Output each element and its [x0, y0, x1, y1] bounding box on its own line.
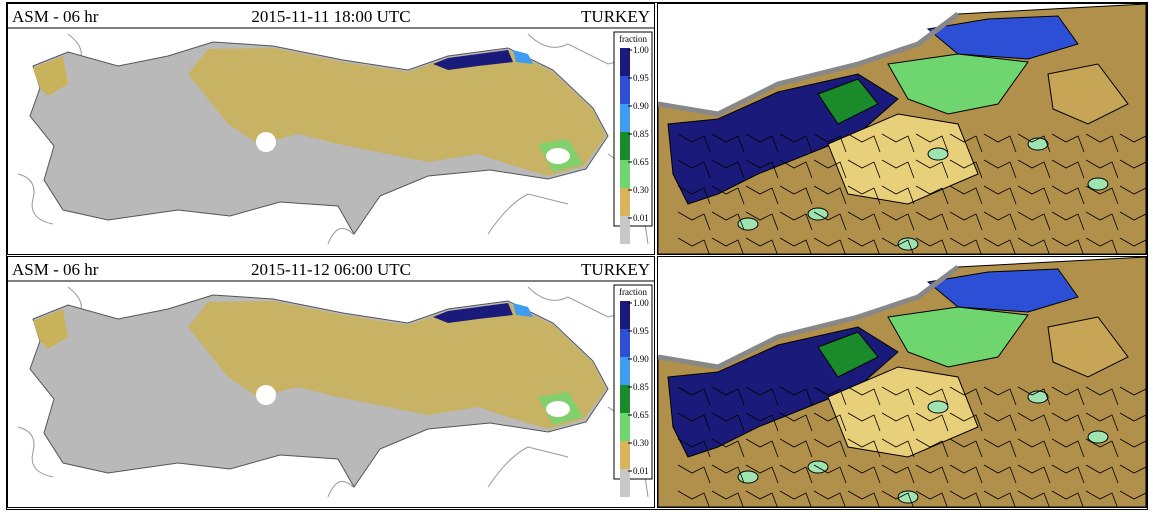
- colorbar-label: 0.85: [633, 382, 649, 392]
- region-label: TURKEY: [581, 7, 650, 26]
- green-patch: [928, 148, 948, 160]
- lake: [256, 132, 276, 152]
- colorbar-label: 0.95: [633, 73, 649, 83]
- colorbar-segment: [620, 357, 630, 385]
- colorbar-label: 0.90: [633, 354, 649, 364]
- colorbar-label: 1.00: [633, 298, 649, 308]
- colorbar-segment: [620, 160, 630, 188]
- zoom-cell: [657, 256, 1147, 508]
- colorbar-segment: [620, 301, 630, 329]
- wet-coast: [513, 303, 533, 317]
- green-patch: [1088, 178, 1108, 190]
- colorbar-segment: [620, 216, 630, 244]
- border-line: [488, 447, 568, 487]
- region-label: TURKEY: [581, 260, 650, 279]
- model-label: ASM - 06 hr: [12, 7, 99, 26]
- border-line: [328, 481, 353, 497]
- colorbar-label: 0.90: [633, 101, 649, 111]
- lake: [546, 148, 570, 164]
- colorbar-segment: [620, 188, 630, 216]
- model-label: ASM - 06 hr: [12, 260, 99, 279]
- colorbar-label: 0.01: [633, 213, 649, 223]
- colorbar-label: 0.85: [633, 129, 649, 139]
- colorbar-segment: [620, 469, 630, 497]
- border-line: [488, 194, 568, 234]
- overview-map: ASM - 06 hr 2015-11-11 18:00 UTC TURKEY fra…: [8, 4, 654, 254]
- lake: [256, 385, 276, 405]
- zoom-cell: [657, 3, 1147, 255]
- valid-time: 2015-11-12 06:00 UTC: [251, 260, 411, 279]
- overview-cell: ASM - 06 hr 2015-11-12 06:00 UTC TURKEY fra…: [7, 256, 655, 508]
- border-line: [328, 228, 353, 244]
- panel-row: ASM - 06 hr 2015-11-12 06:00 UTC TURKEY fra…: [7, 256, 1147, 508]
- zoom-map: [658, 257, 1146, 507]
- colorbar-segment: [620, 441, 630, 469]
- colorbar-segment: [620, 329, 630, 357]
- colorbar-label: 0.65: [633, 157, 649, 167]
- colorbar-label: 0.65: [633, 410, 649, 420]
- green-patch: [1088, 431, 1108, 443]
- green-patch: [738, 471, 758, 483]
- colorbar-segment: [620, 385, 630, 413]
- colorbar-label: 0.30: [633, 438, 649, 448]
- colorbar-label: 1.00: [633, 45, 649, 55]
- green-patch: [928, 401, 948, 413]
- lake: [546, 401, 570, 417]
- colorbar-segment: [620, 132, 630, 160]
- green-patch: [738, 218, 758, 230]
- legend-title: fraction: [619, 287, 647, 297]
- colorbar-label: 0.01: [633, 466, 649, 476]
- colorbar-segment: [620, 76, 630, 104]
- colorbar-segment: [620, 48, 630, 76]
- colorbar-label: 0.95: [633, 326, 649, 336]
- panel-row: ASM - 06 hr 2015-11-11 18:00 UTC TURKEY fra…: [7, 3, 1147, 255]
- colorbar-label: 0.30: [633, 185, 649, 195]
- figure: ASM - 06 hr 2015-11-11 18:00 UTC TURKEY fra…: [6, 2, 1148, 510]
- zoom-map: [658, 4, 1146, 254]
- wet-coast: [513, 50, 533, 64]
- overview-cell: ASM - 06 hr 2015-11-11 18:00 UTC TURKEY fra…: [7, 3, 655, 255]
- valid-time: 2015-11-11 18:00 UTC: [251, 7, 410, 26]
- legend-title: fraction: [619, 34, 647, 44]
- colorbar-segment: [620, 104, 630, 132]
- overview-map: ASM - 06 hr 2015-11-12 06:00 UTC TURKEY fra…: [8, 257, 654, 507]
- colorbar-segment: [620, 413, 630, 441]
